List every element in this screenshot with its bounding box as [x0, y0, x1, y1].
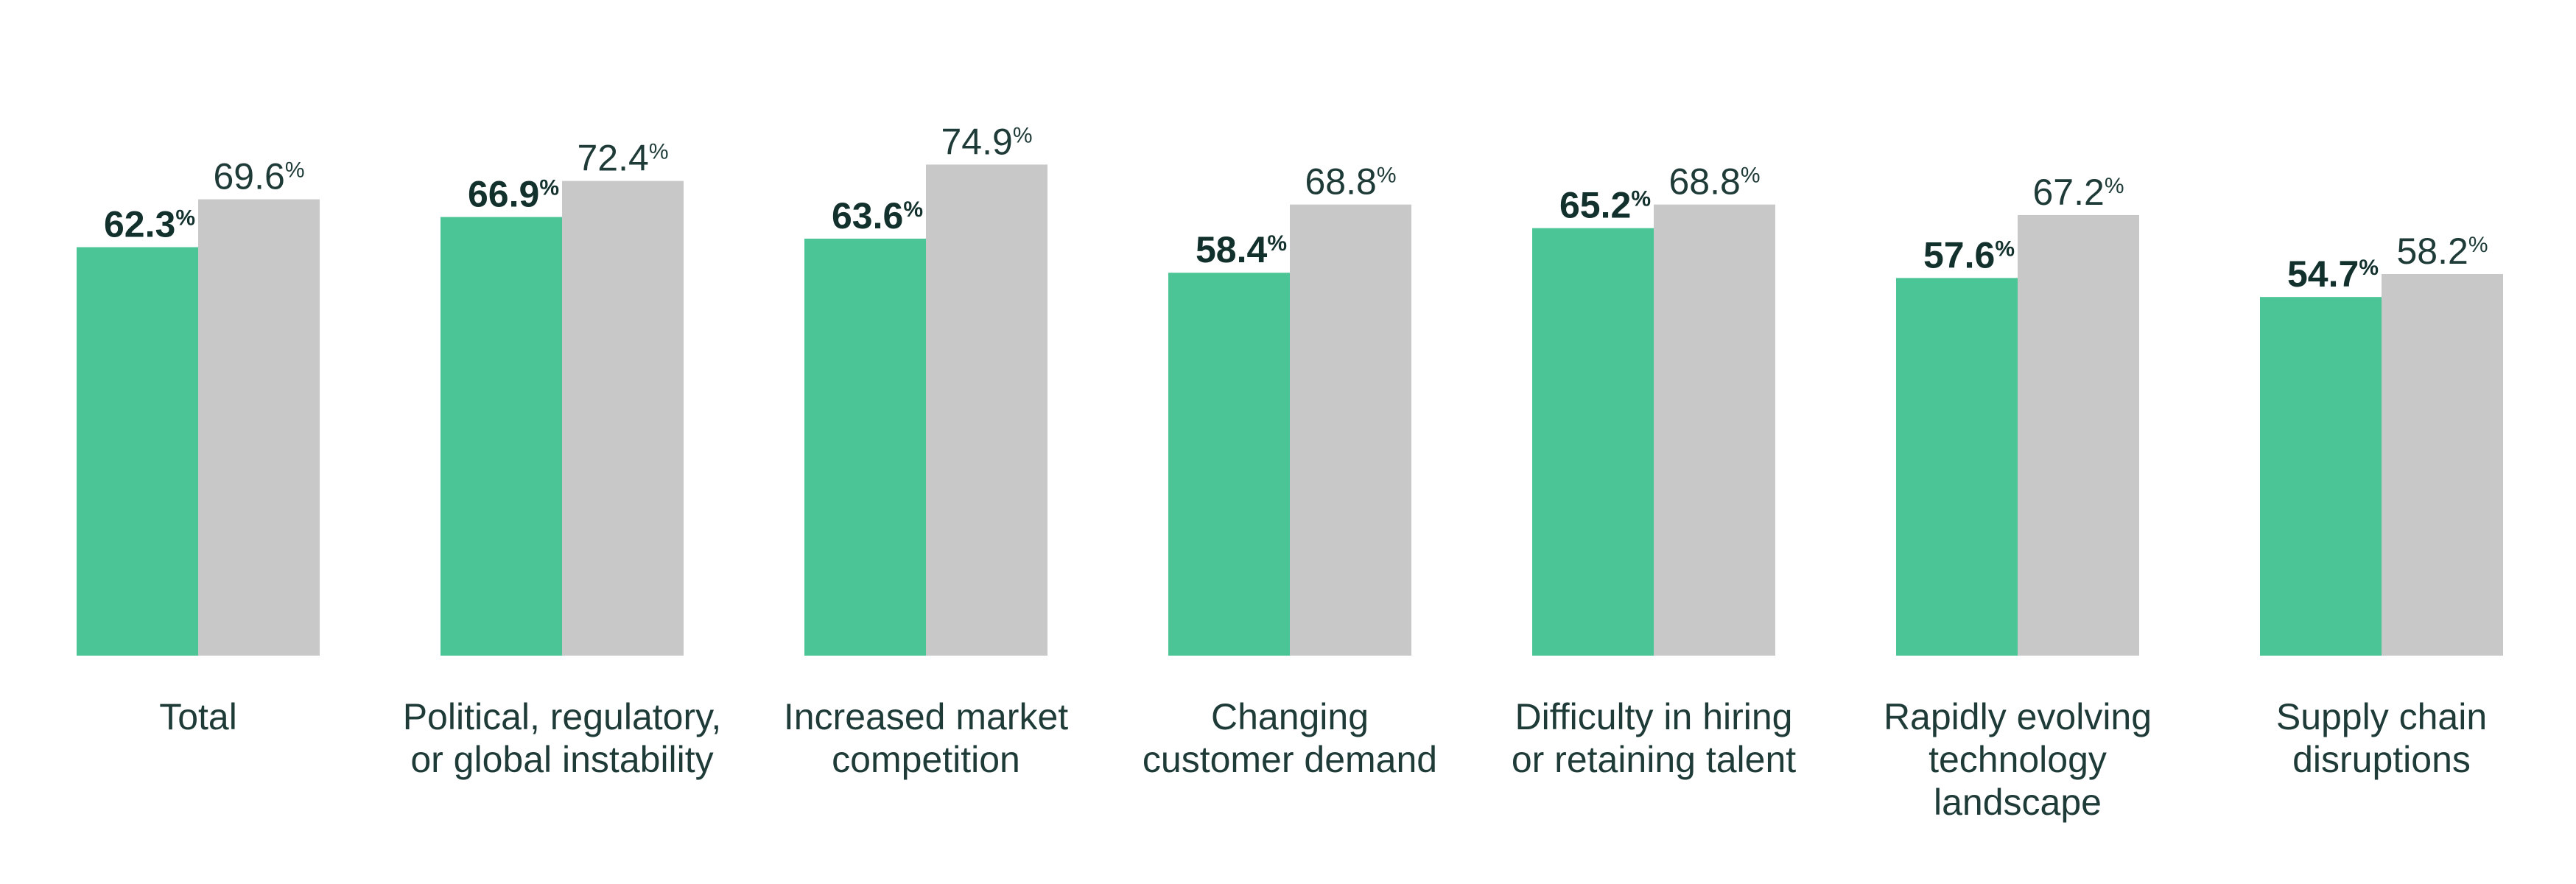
category-label-line: Changing: [1211, 696, 1369, 737]
category-label: Increased market competition: [784, 696, 1068, 780]
data-label-value: 57.6: [1923, 234, 1995, 276]
bar-gray: [2018, 214, 2139, 656]
data-label: 69.6%: [213, 156, 304, 197]
data-label: 68.8%: [1305, 161, 1396, 203]
data-label-unit: %: [903, 197, 923, 222]
category-label: Supply chain disruptions: [2276, 696, 2487, 780]
category-label-line: technology: [1929, 739, 2107, 780]
data-label-value: 65.2: [1559, 185, 1631, 226]
bar-group: 57.6%67.2%: [1896, 172, 2139, 656]
category-label-line: landscape: [1934, 782, 2102, 823]
category-label: Difficulty in hiring or retaining talent: [1512, 696, 1796, 780]
data-label-unit: %: [285, 158, 305, 183]
data-label: 66.9%: [468, 174, 559, 215]
category-label-line: Political, regulatory,: [403, 696, 722, 737]
bar-group: 65.2% 68.8%: [1532, 161, 1775, 656]
data-label-unit: %: [175, 206, 195, 231]
category-label-line: or retaining talent: [1512, 739, 1796, 780]
data-label-unit: %: [1631, 187, 1651, 211]
data-label-value: 68.8: [1305, 161, 1376, 203]
bar-green: [2260, 297, 2382, 656]
category-label-line: Total: [159, 696, 237, 737]
data-label-value: 63.6: [832, 195, 903, 236]
bar-group: 63.6%74.9%: [804, 121, 1047, 656]
data-label: 68.8%: [1668, 161, 1760, 203]
category-label-line: disruptions: [2292, 739, 2471, 780]
data-label-value: 72.4: [577, 138, 648, 179]
category-label-line: Difficulty in hiring: [1515, 696, 1792, 737]
bar-gray: [2382, 274, 2503, 656]
bar-green: [1168, 273, 1290, 656]
data-label-unit: %: [2468, 233, 2488, 257]
bar-group: 62.3%69.6%: [77, 156, 320, 656]
data-label-value: 68.8: [1668, 161, 1740, 203]
data-label: 58.2%: [2396, 231, 2488, 272]
data-label: 57.6%: [1923, 234, 2015, 276]
bar-gray: [1290, 204, 1411, 656]
category-label-line: Increased market: [784, 696, 1068, 737]
data-label-unit: %: [1267, 231, 1287, 256]
category-label-line: customer demand: [1143, 739, 1437, 780]
data-label: 65.2%: [1559, 185, 1651, 226]
data-label-unit: %: [1377, 164, 1397, 188]
data-label-value: 66.9: [468, 174, 539, 215]
bar-group: 54.7% 58.2%: [2260, 231, 2503, 656]
data-label-value: 54.7: [2287, 253, 2359, 295]
category-label-line: Rapidly evolving: [1884, 696, 2152, 737]
data-label: 54.7%: [2287, 253, 2379, 295]
data-label: 62.3%: [104, 204, 195, 245]
data-label: 67.2%: [2032, 172, 2124, 213]
bar-green: [1532, 228, 1654, 656]
bar-green: [804, 238, 926, 656]
bar-group: 58.4%68.8%: [1168, 161, 1411, 656]
data-label-unit: %: [539, 176, 559, 200]
bar-gray: [926, 164, 1047, 656]
bar-gray: [198, 199, 320, 656]
category-label: Rapidly evolving technology landscape: [1884, 696, 2152, 823]
bar-green: [1896, 278, 2018, 656]
category-label: Total: [159, 696, 237, 737]
category-label: Changing customer demand: [1143, 696, 1437, 780]
data-label-value: 58.2: [2396, 231, 2468, 272]
bar-group: 66.9%72.4%: [441, 138, 684, 656]
data-label-value: 69.6: [213, 156, 284, 197]
data-label: 58.4%: [1196, 229, 1287, 270]
data-label: 63.6%: [832, 195, 923, 236]
bar-green: [441, 217, 562, 656]
data-label-value: 62.3: [104, 204, 175, 245]
data-label-unit: %: [1741, 164, 1761, 188]
data-label-unit: %: [2359, 256, 2379, 280]
data-label-value: 58.4: [1196, 229, 1268, 270]
category-label-line: or global instability: [410, 739, 713, 780]
data-label-value: 67.2: [2032, 172, 2104, 213]
data-label-unit: %: [1995, 236, 2015, 261]
data-label-unit: %: [2105, 174, 2124, 198]
category-label: Political, regulatory, or global instabil…: [403, 696, 722, 780]
category-label-line: Supply chain: [2276, 696, 2487, 737]
bar-green: [77, 247, 198, 656]
category-label-line: competition: [832, 739, 1020, 780]
data-label-value: 74.9: [941, 121, 1012, 162]
data-label: 74.9%: [941, 121, 1032, 162]
bar-gray: [1654, 204, 1775, 656]
bar-gray: [562, 180, 684, 656]
data-label-unit: %: [1013, 123, 1033, 147]
data-label: 72.4%: [577, 138, 668, 179]
data-label-unit: %: [649, 140, 669, 164]
